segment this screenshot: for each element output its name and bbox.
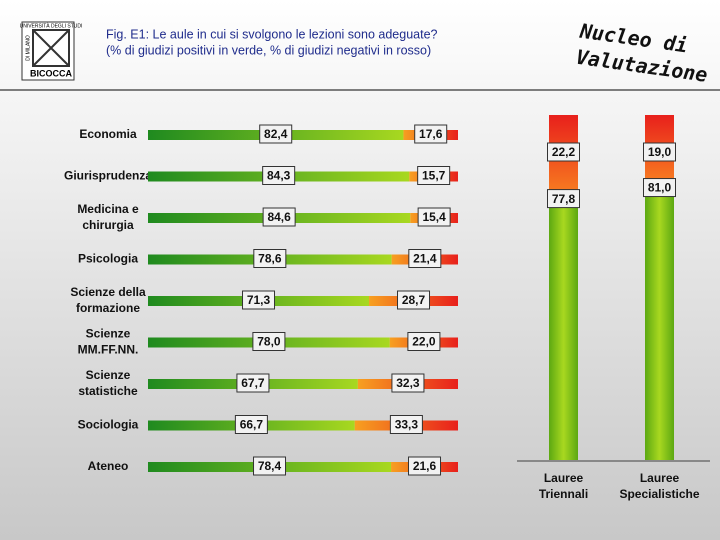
value-label-box bbox=[389, 415, 423, 434]
category-label: Specialistiche bbox=[619, 487, 699, 501]
logo: UNIVERSITÀ DEGLI STUDI DI MILANO BICOCCA bbox=[20, 21, 83, 81]
value-label: 21,6 bbox=[413, 459, 437, 473]
value-label: 33,3 bbox=[395, 418, 419, 432]
value-label: 77,8 bbox=[552, 192, 576, 206]
value-label: 84,3 bbox=[267, 169, 291, 183]
value-label-box bbox=[408, 249, 442, 268]
value-label-box bbox=[252, 332, 286, 351]
value-label-box bbox=[253, 456, 287, 476]
category-label: Sociologia bbox=[78, 418, 139, 432]
category-label: Scienze della bbox=[70, 285, 146, 299]
value-label-box bbox=[417, 166, 451, 185]
category-label: Scienze bbox=[86, 368, 131, 382]
logo-cross bbox=[32, 29, 70, 67]
logo-side: DI MILANO bbox=[25, 35, 31, 61]
value-label-box bbox=[242, 290, 276, 310]
category-label: MM.FF.NN. bbox=[78, 343, 139, 357]
value-label: 66,7 bbox=[240, 418, 264, 432]
value-label-box bbox=[234, 415, 268, 434]
category-label: chirurgia bbox=[82, 218, 134, 232]
value-label-box bbox=[547, 189, 580, 209]
category-label: Lauree bbox=[544, 471, 584, 485]
category-label: Triennali bbox=[539, 487, 588, 501]
value-label-box bbox=[643, 142, 676, 162]
category-label: Giurisprudenza bbox=[64, 169, 152, 183]
value-label: 67,7 bbox=[241, 376, 265, 390]
value-label: 78,0 bbox=[257, 335, 281, 349]
value-label: 19,0 bbox=[648, 145, 672, 159]
value-label: 78,6 bbox=[258, 252, 282, 266]
value-label-box bbox=[391, 373, 425, 393]
category-label: formazione bbox=[76, 301, 140, 315]
value-label-box bbox=[417, 207, 451, 227]
category-label: Scienze bbox=[86, 327, 131, 341]
logo-mark bbox=[32, 29, 70, 67]
logo-top: UNIVERSITÀ DEGLI STUDI bbox=[20, 22, 83, 29]
value-label: 17,6 bbox=[419, 127, 443, 141]
value-label: 78,4 bbox=[258, 459, 282, 473]
value-label: 15,7 bbox=[422, 169, 446, 183]
category-label: Economia bbox=[79, 127, 137, 141]
value-label-box bbox=[259, 124, 293, 144]
value-label: 71,3 bbox=[247, 293, 271, 307]
value-label-box bbox=[262, 207, 296, 227]
value-label-box bbox=[262, 166, 296, 185]
value-label-box bbox=[407, 332, 441, 351]
value-label: 84,6 bbox=[267, 210, 291, 224]
value-label: 81,0 bbox=[648, 181, 672, 195]
value-label: 32,3 bbox=[396, 376, 420, 390]
bar-segment bbox=[549, 191, 578, 460]
title-line: Fig. E1: Le aule in cui si svolgono le l… bbox=[106, 27, 438, 41]
bar-segment bbox=[645, 180, 674, 461]
value-label-box bbox=[408, 456, 442, 476]
category-label: Medicina e bbox=[77, 202, 139, 216]
value-label: 28,7 bbox=[402, 293, 426, 307]
value-label: 15,4 bbox=[422, 210, 446, 224]
value-label-box bbox=[643, 178, 676, 198]
title-line: (% di giudizi positivi in verde, % di gi… bbox=[106, 43, 431, 57]
category-label: Ateneo bbox=[88, 459, 129, 473]
category-label: Psicologia bbox=[78, 252, 138, 266]
value-label: 22,0 bbox=[412, 335, 436, 349]
category-label: statistiche bbox=[78, 384, 138, 398]
value-label-box bbox=[414, 124, 448, 144]
value-label-box bbox=[253, 249, 287, 268]
category-label: Lauree bbox=[640, 471, 680, 485]
value-label: 22,2 bbox=[552, 145, 576, 159]
value-label: 82,4 bbox=[264, 127, 288, 141]
value-label-box bbox=[547, 142, 580, 162]
value-label-box bbox=[236, 373, 270, 393]
value-label-box bbox=[397, 290, 431, 310]
value-label: 21,4 bbox=[413, 252, 437, 266]
logo-name: BICOCCA bbox=[30, 68, 72, 78]
